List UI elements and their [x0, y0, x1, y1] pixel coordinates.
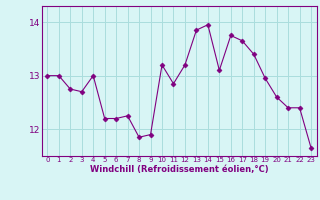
X-axis label: Windchill (Refroidissement éolien,°C): Windchill (Refroidissement éolien,°C) [90, 165, 268, 174]
